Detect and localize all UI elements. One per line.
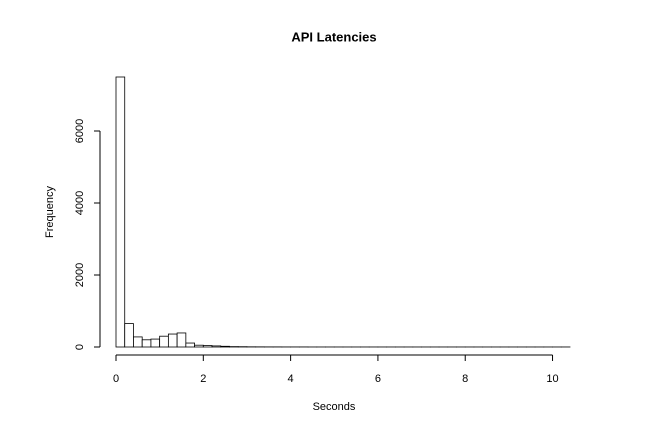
x-tick-label: 8: [462, 373, 468, 385]
y-tick-label: 2000: [74, 263, 86, 287]
bar: [115, 76, 126, 348]
x-tick-label: 0: [113, 373, 119, 385]
bar: [159, 335, 169, 348]
y-tick-label: 0: [74, 344, 86, 350]
x-tick-label: 4: [288, 373, 294, 385]
x-axis-label: Seconds: [313, 401, 356, 413]
bar: [133, 336, 143, 348]
bar: [194, 344, 204, 348]
bar: [211, 345, 222, 348]
bar: [176, 332, 187, 348]
y-axis-label: Frequency: [44, 186, 56, 238]
bar: [124, 323, 134, 348]
x-tick-label: 6: [375, 373, 381, 385]
y-tick-label: 6000: [74, 119, 86, 143]
x-tick-label: 2: [200, 373, 206, 385]
bar: [185, 342, 195, 348]
bar: [141, 339, 152, 348]
bar: [150, 338, 161, 348]
chart-title: API Latencies: [291, 29, 376, 44]
x-tick-label: 10: [546, 373, 558, 385]
bar: [202, 345, 213, 348]
bar: [220, 345, 230, 348]
y-tick-label: 4000: [74, 191, 86, 215]
bar: [167, 333, 178, 348]
